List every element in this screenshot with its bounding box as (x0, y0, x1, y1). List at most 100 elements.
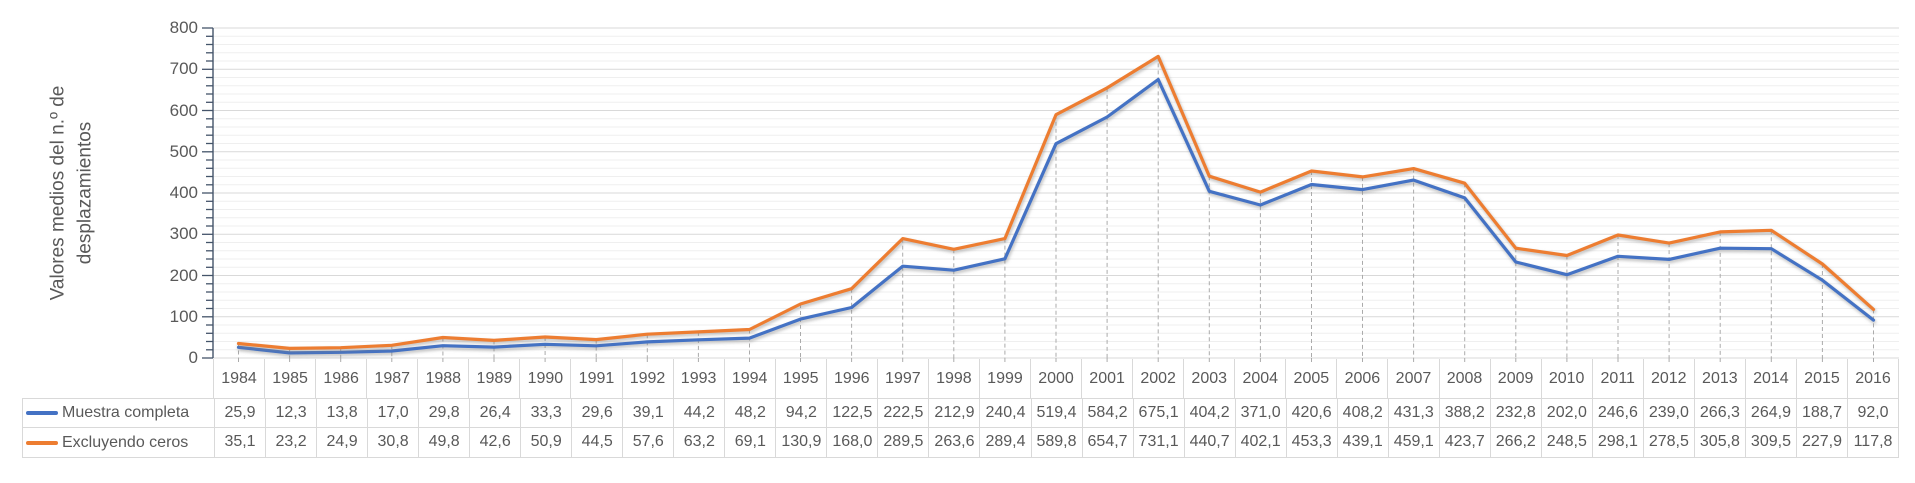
table-cell: 50,9 (520, 428, 571, 457)
year-label: 2000 (1030, 359, 1081, 398)
legend-item-muestra-completa: Muestra completa (23, 399, 214, 427)
table-cell: 94,2 (775, 399, 826, 427)
table-cell: 168,0 (826, 428, 877, 457)
year-label: 1999 (978, 359, 1030, 398)
table-cell: 202,0 (1540, 399, 1592, 427)
table-cell: 222,5 (877, 399, 928, 427)
year-label: 2003 (1183, 359, 1234, 398)
table-cell: 402,1 (1234, 428, 1286, 457)
table-cell: 584,2 (1081, 399, 1133, 427)
table-cell: 675,1 (1132, 399, 1184, 427)
year-label: 1998 (927, 359, 979, 398)
table-cell: 266,3 (1693, 399, 1745, 427)
year-label: 1994 (723, 359, 775, 398)
table-cell: 13,8 (316, 399, 367, 427)
table-cell: 408,2 (1336, 399, 1388, 427)
year-label: 2001 (1081, 359, 1132, 398)
table-cell: 25,9 (214, 399, 265, 427)
series-name-label: Excluyendo ceros (62, 433, 189, 451)
series-line-excluyendo-ceros (236, 54, 1876, 350)
table-cell: 519,4 (1030, 399, 1082, 427)
table-cell: 44,5 (571, 428, 622, 457)
year-label: 2008 (1438, 359, 1490, 398)
table-cell: 122,5 (826, 399, 877, 427)
table-cell: 589,8 (1030, 428, 1082, 457)
year-label: 2002 (1132, 359, 1183, 398)
table-cell: 654,7 (1081, 428, 1133, 457)
table-cell: 240,4 (979, 399, 1030, 427)
table-cell: 212,9 (928, 399, 979, 427)
table-cell: 731,1 (1132, 428, 1184, 457)
table-cell: 371,0 (1234, 399, 1286, 427)
legend-item-excluyendo-ceros: Excluyendo ceros (23, 428, 214, 457)
table-cell: 264,9 (1744, 399, 1796, 427)
table-cell: 289,4 (979, 428, 1030, 457)
table-cell: 130,9 (775, 428, 826, 457)
y-tick-label: 600 (169, 100, 198, 120)
table-cell: 57,6 (622, 428, 673, 457)
table-cell: 30,8 (367, 428, 418, 457)
year-label: 2014 (1744, 359, 1796, 398)
table-cell: 431,3 (1387, 399, 1439, 427)
year-label: 2012 (1642, 359, 1694, 398)
table-cell: 439,1 (1336, 428, 1388, 457)
year-label: 2007 (1387, 359, 1438, 398)
series-line-muestra-completa (236, 77, 1876, 355)
series-color-swatch-icon (26, 440, 58, 445)
table-cell: 42,6 (469, 428, 520, 457)
year-label: 1995 (774, 359, 826, 398)
table-cell: 188,7 (1795, 399, 1847, 427)
x-axis-year-labels: 1984 1985 1986 1987 1988 1989 1990 1991 1992 1993… (213, 359, 1900, 398)
y-tick-label: 500 (169, 141, 198, 161)
table-cell: 239,0 (1642, 399, 1694, 427)
table-cell: 404,2 (1183, 399, 1235, 427)
year-label: 1996 (825, 359, 877, 398)
value-cells-row-0: 25,9 12,3 13,8 17,0 29,8 26,4 33,3 29,6 39,1 44,2… (214, 399, 1898, 427)
table-cell: 423,7 (1438, 428, 1490, 457)
table-cell: 29,8 (418, 399, 469, 427)
year-label: 2004 (1234, 359, 1285, 398)
table-row-excluyendo-ceros: Excluyendo ceros 35,1 23,2 24,9 30,8 49,8 42,… (23, 428, 1898, 457)
table-cell: 49,8 (418, 428, 469, 457)
year-label: 2016 (1847, 359, 1900, 398)
table-cell: 44,2 (673, 399, 724, 427)
year-label: 2015 (1795, 359, 1847, 398)
table-cell: 246,6 (1591, 399, 1643, 427)
table-cell: 388,2 (1438, 399, 1490, 427)
value-cells-row-1: 35,1 23,2 24,9 30,8 49,8 42,6 50,9 44,5 57,6 63,2… (214, 428, 1898, 457)
y-tick-label: 200 (169, 265, 198, 285)
table-cell: 420,6 (1285, 399, 1337, 427)
table-cell: 232,8 (1489, 399, 1541, 427)
y-tick-label: 0 (188, 348, 198, 367)
table-cell: 23,2 (265, 428, 316, 457)
table-cell: 440,7 (1183, 428, 1235, 457)
table-cell: 24,9 (316, 428, 367, 457)
year-label: 1987 (366, 359, 417, 398)
table-cell: 92,0 (1847, 399, 1898, 427)
series-name-label: Muestra completa (62, 404, 190, 421)
year-label: 1990 (519, 359, 570, 398)
table-cell: 39,1 (622, 399, 673, 427)
table-cell: 459,1 (1387, 428, 1439, 457)
table-cell: 33,3 (520, 399, 571, 427)
table-cell: 453,3 (1285, 428, 1337, 457)
y-tick-label: 300 (169, 224, 198, 244)
table-cell: 248,5 (1540, 428, 1592, 457)
table-cell: 309,5 (1744, 428, 1796, 457)
year-label: 2006 (1336, 359, 1387, 398)
table-cell: 289,5 (877, 428, 928, 457)
series-color-swatch-icon (26, 411, 58, 415)
year-label: 1992 (621, 359, 673, 398)
y-tick-label: 400 (169, 183, 198, 202)
year-label: 1991 (570, 359, 621, 398)
year-label: 1989 (468, 359, 519, 398)
year-label: 1993 (672, 359, 724, 398)
year-label: 1985 (264, 359, 315, 398)
table-cell: 29,6 (571, 399, 622, 427)
chart-data-table: Muestra completa 25,9 12,3 13,8 17,0 29,8 26,… (22, 398, 1899, 458)
year-label: 2013 (1693, 359, 1745, 398)
table-cell: 35,1 (214, 428, 265, 457)
y-tick-label: 800 (169, 18, 198, 37)
